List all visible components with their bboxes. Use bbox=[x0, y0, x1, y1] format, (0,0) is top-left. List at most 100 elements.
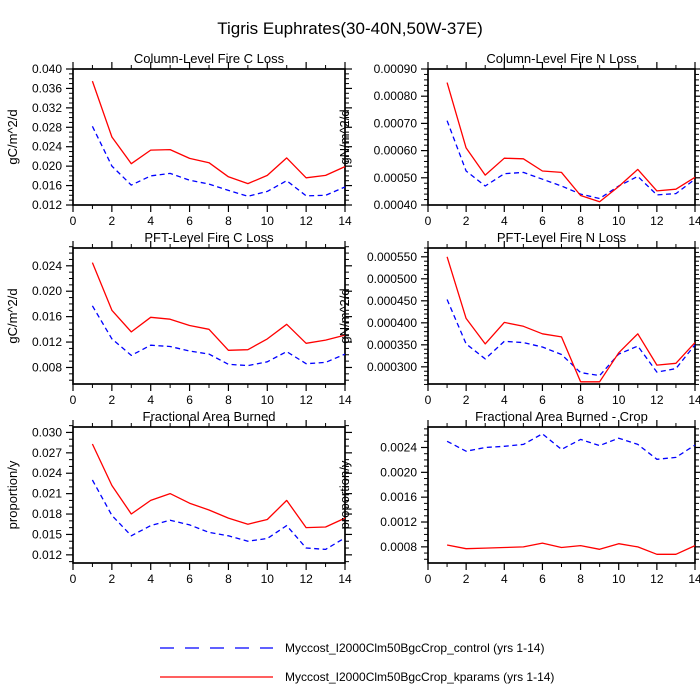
svg-text:10: 10 bbox=[612, 214, 626, 228]
svg-text:PFT-Level Fire N Loss: PFT-Level Fire N Loss bbox=[497, 230, 627, 245]
svg-text:2: 2 bbox=[109, 214, 116, 228]
series-kparams bbox=[446, 542, 696, 555]
svg-text:0.012: 0.012 bbox=[32, 335, 62, 349]
svg-text:6: 6 bbox=[186, 572, 193, 586]
svg-text:0.020: 0.020 bbox=[32, 284, 62, 298]
svg-text:gN/m^2/d: gN/m^2/d bbox=[337, 109, 352, 164]
legend-label-control: Myccost_I2000Clm50BgcCrop_control (yrs 1… bbox=[285, 640, 545, 655]
svg-text:0.016: 0.016 bbox=[32, 179, 62, 193]
svg-text:10: 10 bbox=[261, 393, 275, 407]
svg-text:0.0008: 0.0008 bbox=[380, 540, 417, 554]
chart-canvas: 0 2 4 6 8 10 12 14 0.012 0.016 0.020 0.024 0.028 0.03… bbox=[5, 51, 352, 228]
chart-canvas: 0 2 4 6 8 10 12 14 0.012 0.015 0.018 0.021 0.024 0.02… bbox=[5, 409, 352, 586]
chart-canvas: 0 2 4 6 8 10 12 14 0.0008 0.0012 0.0016 0.0020 0.002… bbox=[337, 409, 700, 586]
svg-text:0.018: 0.018 bbox=[32, 507, 62, 521]
svg-text:6: 6 bbox=[539, 393, 546, 407]
svg-text:0.00040: 0.00040 bbox=[374, 198, 418, 212]
svg-text:2: 2 bbox=[109, 572, 116, 586]
svg-text:14: 14 bbox=[338, 214, 352, 228]
series-kparams bbox=[91, 262, 346, 351]
svg-text:4: 4 bbox=[501, 393, 508, 407]
legend-label-kparams: Myccost_I2000Clm50BgcCrop_kparams (yrs 1… bbox=[285, 669, 555, 684]
svg-text:14: 14 bbox=[688, 393, 700, 407]
legend-entry-kparams: Myccost_I2000Clm50BgcCrop_kparams (yrs 1… bbox=[0, 662, 700, 691]
svg-text:0.00050: 0.00050 bbox=[374, 171, 418, 185]
svg-text:4: 4 bbox=[147, 393, 154, 407]
svg-text:gC/m^2/d: gC/m^2/d bbox=[5, 288, 20, 343]
svg-text:0.012: 0.012 bbox=[32, 198, 62, 212]
series-kparams bbox=[446, 82, 696, 203]
svg-text:8: 8 bbox=[225, 214, 232, 228]
dashed-line-sample-icon bbox=[160, 646, 273, 649]
svg-text:0: 0 bbox=[425, 393, 432, 407]
svg-text:PFT-Level Fire C Loss: PFT-Level Fire C Loss bbox=[144, 230, 274, 245]
series-control bbox=[446, 433, 696, 460]
svg-text:12: 12 bbox=[299, 393, 313, 407]
svg-text:0.00060: 0.00060 bbox=[374, 144, 418, 158]
svg-text:0.0016: 0.0016 bbox=[380, 490, 417, 504]
svg-text:0.024: 0.024 bbox=[32, 140, 62, 154]
series-control bbox=[91, 126, 346, 197]
svg-text:0.00070: 0.00070 bbox=[374, 116, 418, 130]
svg-text:12: 12 bbox=[650, 572, 664, 586]
svg-text:0.0024: 0.0024 bbox=[380, 440, 417, 454]
svg-text:0.000400: 0.000400 bbox=[367, 316, 417, 330]
svg-text:12: 12 bbox=[299, 572, 313, 586]
subplot-fractional-area-burned-crop: 0 2 4 6 8 10 12 14 0.0008 0.0012 0.0016 0.0020 0.002… bbox=[337, 405, 700, 589]
svg-text:0.020: 0.020 bbox=[32, 159, 62, 173]
svg-text:6: 6 bbox=[186, 393, 193, 407]
svg-text:0: 0 bbox=[425, 572, 432, 586]
svg-text:10: 10 bbox=[261, 214, 275, 228]
svg-text:6: 6 bbox=[539, 214, 546, 228]
svg-text:0.000450: 0.000450 bbox=[367, 294, 417, 308]
svg-text:12: 12 bbox=[650, 214, 664, 228]
svg-text:4: 4 bbox=[501, 572, 508, 586]
svg-text:14: 14 bbox=[338, 393, 352, 407]
legend: Myccost_I2000Clm50BgcCrop_control (yrs 1… bbox=[0, 633, 700, 691]
svg-text:0.000550: 0.000550 bbox=[367, 250, 417, 264]
series-kparams bbox=[91, 443, 346, 529]
svg-text:0.040: 0.040 bbox=[32, 62, 62, 76]
svg-text:14: 14 bbox=[338, 572, 352, 586]
legend-entry-control: Myccost_I2000Clm50BgcCrop_control (yrs 1… bbox=[0, 633, 700, 662]
svg-text:0.028: 0.028 bbox=[32, 120, 62, 134]
svg-text:gC/m^2/d: gC/m^2/d bbox=[5, 109, 20, 164]
svg-text:gN/m^2/d: gN/m^2/d bbox=[337, 288, 352, 343]
svg-text:0.0020: 0.0020 bbox=[380, 465, 417, 479]
svg-text:0.0012: 0.0012 bbox=[380, 515, 417, 529]
svg-text:0: 0 bbox=[70, 214, 77, 228]
svg-text:0.027: 0.027 bbox=[32, 446, 62, 460]
svg-text:8: 8 bbox=[225, 393, 232, 407]
svg-text:0.012: 0.012 bbox=[32, 548, 62, 562]
subplot-fractional-area-burned: 0 2 4 6 8 10 12 14 0.012 0.015 0.018 0.021 0.024 0.02… bbox=[0, 405, 352, 589]
svg-text:4: 4 bbox=[501, 214, 508, 228]
svg-text:proportion/y: proportion/y bbox=[337, 460, 352, 529]
svg-text:0.016: 0.016 bbox=[32, 310, 62, 324]
svg-text:12: 12 bbox=[299, 214, 313, 228]
svg-text:0.008: 0.008 bbox=[32, 360, 62, 374]
svg-text:10: 10 bbox=[612, 572, 626, 586]
svg-text:0.032: 0.032 bbox=[32, 101, 62, 115]
svg-text:8: 8 bbox=[577, 572, 584, 586]
svg-text:2: 2 bbox=[463, 393, 470, 407]
chart-canvas: 0 2 4 6 8 10 12 14 0.000300 0.000350 0.000400 0.000… bbox=[337, 230, 700, 407]
svg-text:0: 0 bbox=[70, 393, 77, 407]
svg-text:12: 12 bbox=[650, 393, 664, 407]
svg-text:Column-Level Fire C Loss: Column-Level Fire C Loss bbox=[134, 51, 285, 66]
svg-text:8: 8 bbox=[577, 393, 584, 407]
svg-text:2: 2 bbox=[463, 214, 470, 228]
series-kparams bbox=[446, 256, 696, 383]
solid-line-sample-icon bbox=[160, 675, 273, 678]
svg-text:10: 10 bbox=[612, 393, 626, 407]
figure-title: Tigris Euphrates(30-40N,50W-37E) bbox=[217, 19, 483, 38]
svg-text:4: 4 bbox=[147, 572, 154, 586]
svg-text:14: 14 bbox=[688, 214, 700, 228]
svg-text:0.00080: 0.00080 bbox=[374, 89, 418, 103]
svg-text:10: 10 bbox=[261, 572, 275, 586]
svg-text:0: 0 bbox=[425, 214, 432, 228]
svg-text:0.021: 0.021 bbox=[32, 487, 62, 501]
svg-text:6: 6 bbox=[539, 572, 546, 586]
subplot-column-level-fire-n-loss: 0 2 4 6 8 10 12 14 0.00040 0.00050 0.00060 0.00070 0… bbox=[337, 47, 700, 231]
svg-text:0.030: 0.030 bbox=[32, 425, 62, 439]
svg-text:6: 6 bbox=[186, 214, 193, 228]
